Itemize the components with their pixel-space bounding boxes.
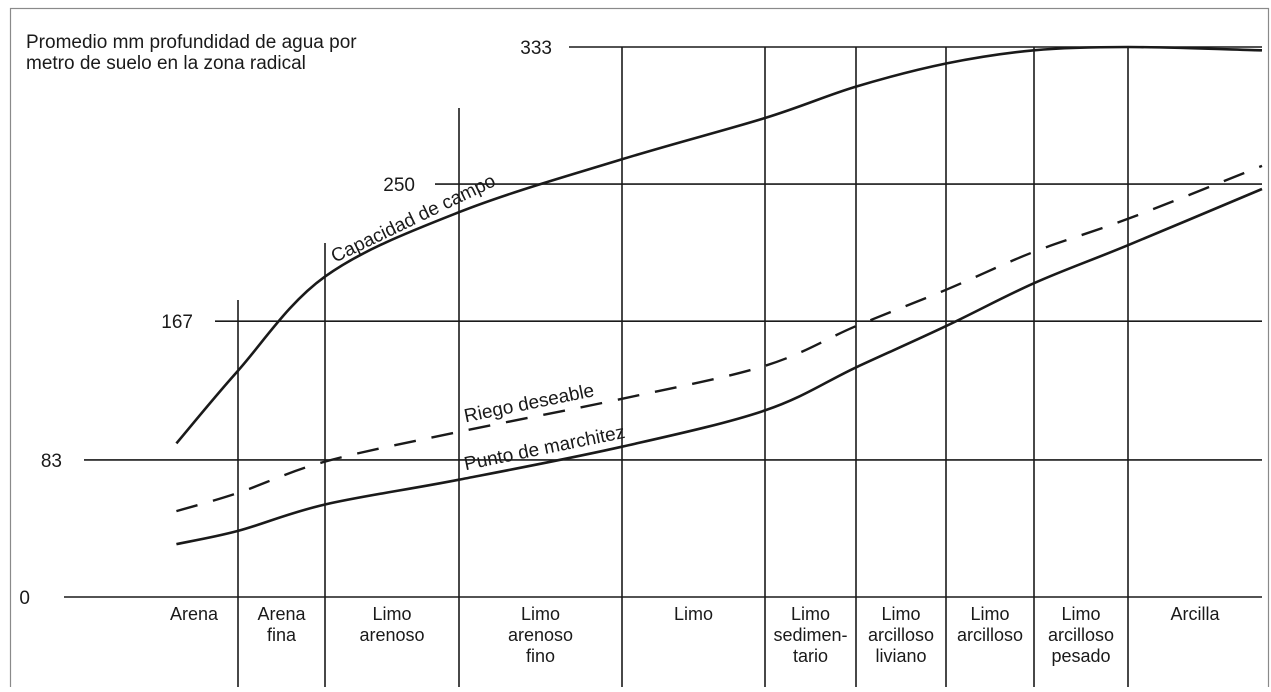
x-tick-label: Arcilla xyxy=(1170,604,1220,624)
y-tick-label: 0 xyxy=(19,588,30,609)
y-tick-label: 333 xyxy=(520,38,552,59)
x-tick-label-line: tario xyxy=(793,646,828,666)
series-line xyxy=(175,45,1263,445)
grid xyxy=(64,46,1262,687)
x-tick-label: Limo xyxy=(674,604,713,624)
x-tick-label-line: Limo xyxy=(372,604,411,624)
x-tick-label-line: fina xyxy=(267,625,297,645)
x-tick-label-line: arcilloso xyxy=(957,625,1023,645)
x-tick-label-line: sedimen- xyxy=(773,625,847,645)
x-tick-label-line: Limo xyxy=(970,604,1009,624)
y-tick-label: 83 xyxy=(41,451,62,472)
y-tick-label: 167 xyxy=(161,312,193,333)
x-tick-label-line: pesado xyxy=(1051,646,1110,666)
y-tick-label: 250 xyxy=(383,175,415,196)
x-tick-label-line: Arena xyxy=(257,604,306,624)
x-tick-label-line: Limo xyxy=(881,604,920,624)
chart-frame xyxy=(9,7,1270,692)
x-tick-label-line: arcilloso xyxy=(1048,625,1114,645)
x-tick-label-line: arenoso xyxy=(359,625,424,645)
y-axis-label: metro de suelo en la zona radical xyxy=(26,53,306,74)
x-tick-label-line: Limo xyxy=(791,604,830,624)
x-tick-label-line: Limo xyxy=(521,604,560,624)
x-tick-label-line: liviano xyxy=(875,646,926,666)
x-tick-label-line: Arcilla xyxy=(1170,604,1220,624)
x-tick-label-line: Limo xyxy=(674,604,713,624)
series-line xyxy=(176,164,1263,513)
x-tick-label: Arena xyxy=(170,604,219,624)
x-tick-label-line: Arena xyxy=(170,604,219,624)
series-label: Punto de marchitez xyxy=(462,422,627,475)
x-tick-label-line: fino xyxy=(526,646,555,666)
x-tick-label-line: arcilloso xyxy=(868,625,934,645)
series-curves xyxy=(175,45,1263,546)
labels: 0 83 167 250 333 Promedio mm profundidad de a… xyxy=(19,32,1220,666)
y-axis-label: Promedio mm profundidad de agua por xyxy=(26,32,357,53)
series-label: Riego deseable xyxy=(462,380,596,427)
x-tick-label-line: arenoso xyxy=(508,625,573,645)
series-line xyxy=(176,187,1263,546)
x-tick-label-line: Limo xyxy=(1061,604,1100,624)
